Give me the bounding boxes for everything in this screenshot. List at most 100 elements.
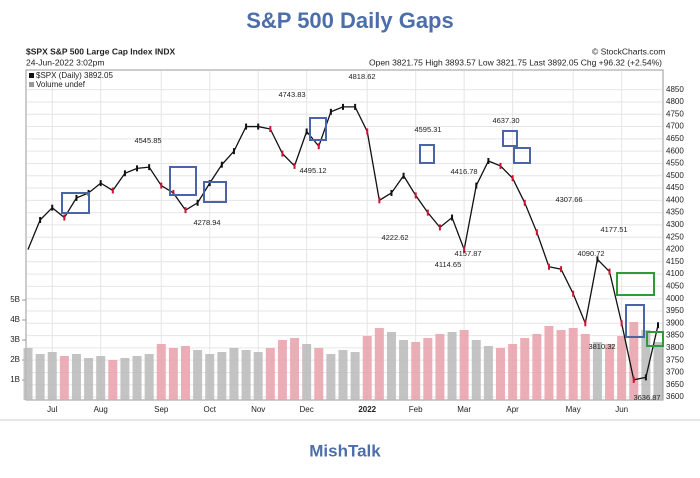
volume-bar	[544, 326, 554, 400]
annotation: 4090.72	[577, 249, 604, 258]
volume-bar	[132, 356, 142, 400]
volume-bar	[568, 328, 578, 400]
annotation: 4495.12	[299, 166, 326, 175]
volume-bar	[229, 348, 239, 400]
symbol: $SPX S&P 500 Large Cap Index INDX	[26, 46, 175, 56]
x-tick-label: Jul	[47, 405, 57, 414]
y-tick-label: 4700	[666, 122, 684, 131]
gap-box	[169, 166, 197, 196]
annotation: 4177.51	[600, 225, 627, 234]
volume-bar	[277, 340, 287, 400]
y2-tick-label: 2B	[10, 355, 20, 364]
volume-bar	[350, 352, 360, 400]
annotation: 4545.85	[134, 136, 161, 145]
gap-box	[502, 130, 518, 147]
volume-bar	[120, 358, 130, 400]
x-tick-label: 2022	[358, 405, 376, 414]
volume-bar	[605, 344, 615, 400]
volume-bar	[399, 340, 409, 400]
volume-bar	[96, 356, 106, 400]
legend-volume: Volume undef	[36, 80, 86, 89]
volume-bar	[193, 350, 203, 400]
annotation: 4114.65	[435, 260, 462, 269]
annotation: 4307.66	[555, 195, 582, 204]
gap-box	[616, 272, 655, 296]
y2-tick-label: 1B	[10, 375, 20, 384]
x-tick-label: May	[566, 405, 581, 414]
y-tick-label: 4150	[666, 257, 684, 266]
y-tick-label: 4200	[666, 245, 684, 254]
y-tick-label: 4100	[666, 269, 684, 278]
timestamp: 24-Jun-2022 3:02pm	[26, 57, 104, 67]
volume-bar	[302, 344, 312, 400]
y-tick-label: 4050	[666, 282, 684, 291]
x-tick-label: Aug	[94, 405, 108, 414]
gap-box	[419, 144, 435, 164]
volume-bar	[592, 342, 602, 400]
gap-box	[203, 181, 227, 203]
volume-bar	[459, 330, 469, 400]
annotation: 4818.62	[348, 72, 375, 81]
volume-bar	[71, 354, 81, 400]
y-tick-label: 3600	[666, 392, 684, 401]
gap-box	[625, 304, 645, 338]
volume-bar	[374, 328, 384, 400]
volume-bar	[338, 350, 348, 400]
volume-bar	[508, 344, 518, 400]
y-tick-label: 3900	[666, 318, 684, 327]
y-tick-label: 3650	[666, 380, 684, 389]
volume-bar	[241, 350, 251, 400]
gap-box	[513, 147, 531, 164]
volume-bar	[423, 338, 433, 400]
y-tick-label: 4300	[666, 220, 684, 229]
annotation: 4637.30	[492, 116, 519, 125]
y-tick-label: 3750	[666, 355, 684, 364]
volume-bar	[23, 348, 33, 400]
volume-bar	[59, 356, 69, 400]
y-tick-label: 3950	[666, 306, 684, 315]
footer: MishTalk	[309, 441, 381, 460]
y2-tick-label: 5B	[10, 295, 20, 304]
y-tick-label: 3800	[666, 343, 684, 352]
annotation: 3810.32	[588, 342, 615, 351]
annotation: 4743.83	[278, 90, 305, 99]
volume-bar	[629, 322, 639, 400]
chart-title: S&P 500 Daily Gaps	[246, 8, 454, 33]
volume-bar	[362, 336, 372, 400]
x-tick-label: Jun	[615, 405, 628, 414]
volume-bar	[447, 332, 457, 400]
y-tick-label: 4500	[666, 171, 684, 180]
volume-bar	[496, 348, 505, 400]
gap-box	[309, 117, 327, 141]
annotation: 4222.62	[381, 233, 408, 242]
volume-bar	[653, 342, 663, 400]
gap-box	[61, 192, 90, 214]
volume-bar	[205, 354, 215, 400]
y-tick-label: 4350	[666, 208, 684, 217]
x-tick-label: Oct	[204, 405, 217, 414]
volume-bar	[156, 344, 166, 400]
source: © StockCharts.com	[592, 46, 665, 56]
annotation: 4278.94	[193, 218, 220, 227]
legend-swatch	[29, 82, 34, 87]
volume-bar	[108, 360, 118, 400]
volume-bar	[144, 354, 154, 400]
volume-bar	[84, 358, 94, 400]
volume-bar	[265, 348, 275, 400]
volume-bar	[556, 330, 566, 400]
y-tick-label: 4000	[666, 294, 684, 303]
x-tick-label: Apr	[506, 405, 519, 414]
gap-box	[646, 331, 664, 347]
x-tick-label: Mar	[457, 405, 471, 414]
y-tick-label: 4750	[666, 109, 684, 118]
x-tick-label: Sep	[154, 405, 169, 414]
y-tick-label: 4550	[666, 159, 684, 168]
volume-bar	[641, 330, 651, 400]
y-tick-label: 4600	[666, 146, 684, 155]
volume-bar	[326, 354, 336, 400]
volume-bar	[386, 332, 396, 400]
volume-bar	[35, 354, 45, 400]
y-tick-label: 4850	[666, 85, 684, 94]
volume-bar	[471, 340, 481, 400]
y-tick-label: 3850	[666, 331, 684, 340]
